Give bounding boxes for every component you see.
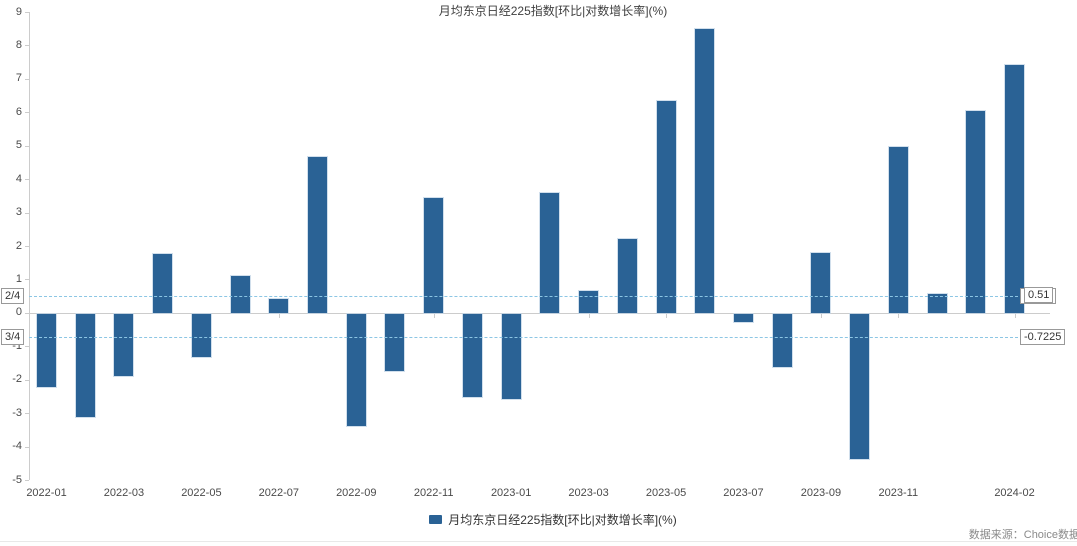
y-axis-label: 9 xyxy=(15,5,22,18)
bar[interactable] xyxy=(850,313,870,460)
legend-item[interactable]: 月均东京日经225指数[环比|对数增长率](%) xyxy=(29,511,1077,528)
y-axis-label: -4 xyxy=(12,440,22,453)
x-axis-line xyxy=(29,312,1050,314)
x-axis-tick xyxy=(433,313,435,318)
y-axis-tick xyxy=(25,112,29,114)
y-axis-tick xyxy=(25,145,29,147)
bar[interactable] xyxy=(462,313,482,398)
y-axis-label: -1 xyxy=(12,339,22,352)
y-axis-label: 6 xyxy=(15,105,22,118)
y-axis-tick xyxy=(25,246,29,247)
legend-marker-icon xyxy=(429,515,443,524)
bar[interactable] xyxy=(191,313,211,358)
bar[interactable] xyxy=(927,294,947,313)
y-axis-tick xyxy=(25,12,29,13)
x-axis-label: 2022-09 xyxy=(336,487,377,499)
y-axis-label: 2 xyxy=(15,239,22,252)
chart-title: 月均东京日经225指数[环比|对数增长率](%) xyxy=(438,4,668,18)
reference-left-label: 3/4 xyxy=(1,329,25,346)
bar[interactable] xyxy=(579,291,599,313)
y-axis-tick xyxy=(25,179,29,181)
y-axis-tick xyxy=(25,480,29,482)
bar[interactable] xyxy=(656,100,676,313)
reference-line xyxy=(29,295,1018,297)
bar[interactable] xyxy=(269,299,289,313)
bar[interactable] xyxy=(695,28,715,313)
reference-value-label: -0.7225 xyxy=(1020,329,1066,346)
bar[interactable] xyxy=(37,313,56,388)
x-axis-tick xyxy=(898,313,900,318)
y-axis-tick xyxy=(25,446,29,448)
bar[interactable] xyxy=(114,313,134,376)
x-axis-label: 2023-07 xyxy=(723,487,764,499)
y-axis-tick xyxy=(25,413,29,415)
bar[interactable] xyxy=(540,192,560,313)
x-axis-label: 2024-02 xyxy=(994,487,1035,499)
x-axis-label: 2022-07 xyxy=(258,487,299,499)
reference-line xyxy=(29,337,1018,339)
x-axis-label: 2023-03 xyxy=(568,487,609,499)
y-axis-tick xyxy=(25,279,29,281)
y-axis-label: -3 xyxy=(12,406,22,419)
data-source-note: 数据来源：Choice数据 xyxy=(968,529,1077,541)
bar[interactable] xyxy=(966,110,986,313)
y-axis-label: 0 xyxy=(15,306,22,319)
y-axis-tick xyxy=(25,78,29,80)
y-axis-label: 5 xyxy=(15,139,22,152)
bar[interactable] xyxy=(617,239,637,313)
y-axis-tick xyxy=(25,312,29,314)
y-axis-tick xyxy=(25,212,29,214)
x-axis-tick xyxy=(588,313,590,318)
bar[interactable] xyxy=(346,313,366,426)
bar[interactable] xyxy=(501,313,521,400)
y-axis-tick xyxy=(25,45,29,47)
x-axis-label: 2023-11 xyxy=(878,487,919,499)
bar[interactable] xyxy=(308,157,328,313)
y-axis-tick xyxy=(25,379,29,381)
y-axis-label: 1 xyxy=(15,272,22,285)
x-axis-label: 2022-11 xyxy=(413,487,454,499)
bar[interactable] xyxy=(811,252,831,313)
bar[interactable] xyxy=(888,147,908,313)
reference-left-label: 2/4 xyxy=(1,287,25,304)
y-axis-label: 8 xyxy=(15,38,22,51)
x-axis-tick xyxy=(666,313,668,318)
bar[interactable] xyxy=(1005,65,1024,313)
y-axis-label: 4 xyxy=(15,172,22,185)
y-axis-label: -5 xyxy=(12,473,22,486)
x-axis-label: 2022-03 xyxy=(103,487,145,499)
bar[interactable] xyxy=(75,313,95,418)
bar[interactable] xyxy=(385,313,405,371)
bar[interactable] xyxy=(772,313,792,368)
bottom-divider xyxy=(0,541,1077,546)
y-axis-tick xyxy=(25,346,29,348)
x-axis-label: 2022-05 xyxy=(181,487,222,499)
x-axis-label: 2023-05 xyxy=(645,487,687,499)
legend-label: 月均东京日经225指数[环比|对数增长率](%) xyxy=(448,513,677,527)
plot-area: 9 8 7 6 5 4 3 2 1 0 -1 -2 -3 -4 -5 2022-01 2022-03 2022-0… xyxy=(1,5,1066,499)
x-axis-tick xyxy=(278,313,280,318)
x-axis-tick xyxy=(1014,313,1016,318)
x-axis-label: 2023-09 xyxy=(800,487,842,499)
y-axis-label: 3 xyxy=(15,206,22,219)
y-axis-label: 7 xyxy=(15,72,22,85)
bar[interactable] xyxy=(733,313,753,323)
bar[interactable] xyxy=(153,254,173,313)
bar[interactable] xyxy=(424,197,444,313)
y-axis-line xyxy=(29,12,30,480)
bar[interactable] xyxy=(230,276,250,313)
reference-value-label: 0.51 xyxy=(1024,286,1054,303)
x-axis-label: 2022-01 xyxy=(26,487,67,499)
x-axis-tick xyxy=(820,313,822,318)
y-axis-label: -2 xyxy=(12,373,22,386)
x-axis-label: 2023-01 xyxy=(490,487,532,499)
